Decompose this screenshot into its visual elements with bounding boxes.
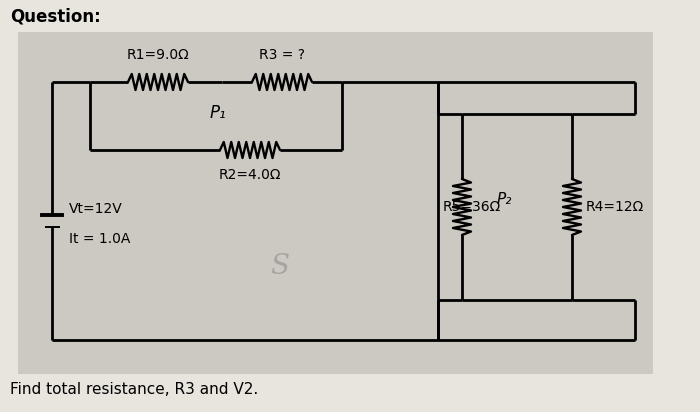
- Text: R5=36Ω: R5=36Ω: [443, 200, 501, 214]
- Text: R3 = ?: R3 = ?: [259, 48, 305, 62]
- Text: Question:: Question:: [10, 7, 101, 25]
- Text: Find total resistance, R3 and V2.: Find total resistance, R3 and V2.: [10, 382, 258, 397]
- FancyBboxPatch shape: [18, 32, 653, 374]
- Text: R4=12Ω: R4=12Ω: [586, 200, 644, 214]
- Text: R2=4.0Ω: R2=4.0Ω: [218, 168, 281, 182]
- Text: P₂: P₂: [497, 192, 512, 206]
- Text: It = 1.0A: It = 1.0A: [69, 232, 130, 246]
- Text: Vt=12V: Vt=12V: [69, 202, 122, 216]
- Text: S: S: [270, 253, 290, 281]
- Text: P₁: P₁: [210, 104, 226, 122]
- Text: R1=9.0Ω: R1=9.0Ω: [127, 48, 190, 62]
